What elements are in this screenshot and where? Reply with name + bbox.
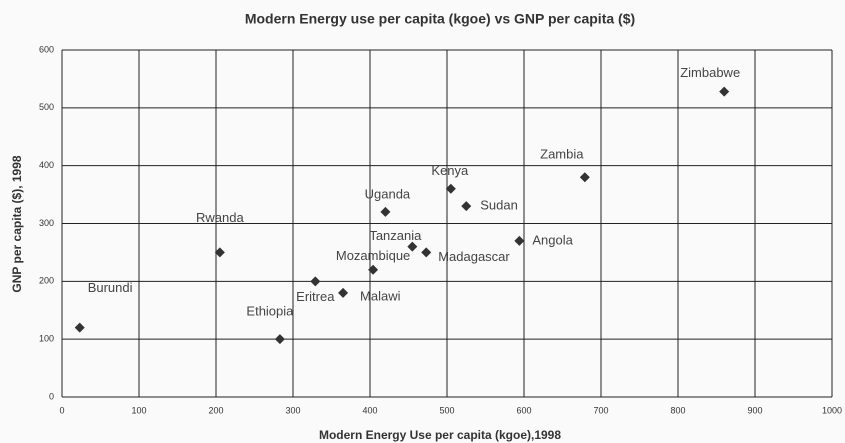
- data-point: [514, 235, 525, 246]
- data-point: [380, 206, 391, 217]
- y-tick-label: 200: [39, 276, 54, 286]
- data-point: [274, 334, 285, 345]
- data-point: [74, 322, 85, 333]
- x-tick-label: 600: [516, 405, 531, 415]
- point-label: Ethiopia: [246, 304, 294, 319]
- x-tick-label: 500: [439, 405, 454, 415]
- point-label: Angola: [532, 232, 573, 247]
- data-point: [421, 247, 432, 258]
- point-label: Eritrea: [296, 289, 335, 304]
- x-tick-label: 0: [59, 405, 64, 415]
- point-label: Malawi: [360, 288, 401, 303]
- y-tick-label: 300: [39, 218, 54, 228]
- data-point: [461, 201, 472, 212]
- y-tick-label: 100: [39, 334, 54, 344]
- point-label: Rwanda: [196, 210, 244, 225]
- x-tick-label: 700: [593, 405, 608, 415]
- data-point: [338, 287, 349, 298]
- point-label: Mozambique: [336, 248, 410, 263]
- chart-title: Modern Energy use per capita (kgoe) vs G…: [245, 11, 635, 27]
- data-point: [579, 172, 590, 183]
- y-tick-label: 500: [39, 102, 54, 112]
- x-tick-label: 400: [362, 405, 377, 415]
- data-point: [719, 86, 730, 97]
- y-tick-label: 400: [39, 160, 54, 170]
- point-label: Tanzania: [369, 228, 422, 243]
- x-tick-label: 900: [747, 405, 762, 415]
- point-label: Madagascar: [438, 249, 510, 264]
- x-axis-label: Modern Energy Use per capita (kgoe),1998: [319, 428, 561, 442]
- x-tick-label: 200: [208, 405, 223, 415]
- data-point: [445, 183, 456, 194]
- point-label: Sudan: [480, 198, 518, 213]
- data-point: [310, 276, 321, 287]
- point-label: Burundi: [88, 280, 133, 295]
- x-tick-label: 100: [131, 405, 146, 415]
- data-point: [368, 264, 379, 275]
- point-label: Kenya: [431, 163, 469, 178]
- y-axis-label: GNP per capita ($), 1998: [10, 155, 24, 293]
- y-tick-label: 600: [39, 44, 54, 54]
- point-label: Zambia: [540, 147, 584, 162]
- x-tick-label: 1000: [822, 405, 842, 415]
- point-label: Zimbabwe: [680, 65, 740, 80]
- data-point: [214, 247, 225, 258]
- data-point: [407, 241, 418, 252]
- y-tick-label: 0: [49, 391, 54, 401]
- x-tick-label: 300: [285, 405, 300, 415]
- point-label: Uganda: [365, 186, 411, 201]
- x-tick-label: 800: [670, 405, 685, 415]
